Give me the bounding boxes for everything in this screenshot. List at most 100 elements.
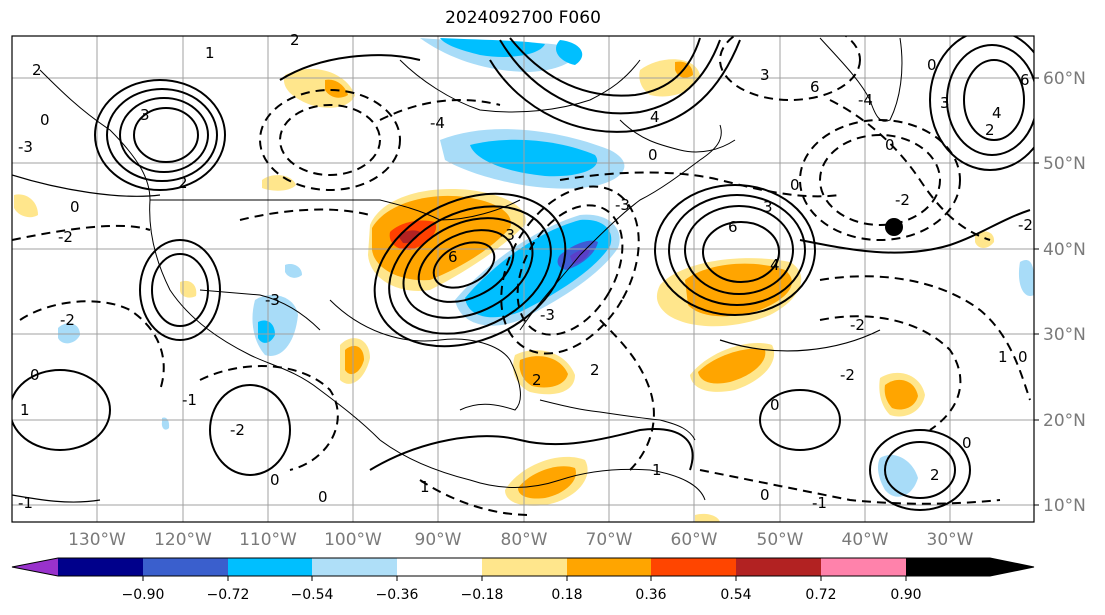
contour-high-atlantic-4 bbox=[702, 221, 780, 283]
contour-label: 4 bbox=[650, 108, 660, 126]
shade-blue-west-inner bbox=[258, 320, 275, 343]
contour-dash-9 bbox=[699, 469, 1001, 505]
tick-marks bbox=[1034, 77, 1039, 506]
colorbar-tick-label: −0.72 bbox=[207, 587, 250, 603]
contour-label: 2 bbox=[178, 174, 188, 192]
lat-label: 40°N bbox=[1043, 240, 1086, 260]
contour-north-line bbox=[279, 54, 421, 81]
contour-dash-11 bbox=[239, 208, 371, 221]
contour-label: -2 bbox=[60, 311, 75, 329]
contour-high-central-2 bbox=[388, 205, 552, 335]
lon-label: 60°W bbox=[671, 530, 718, 550]
colorbar-tick-label: −0.36 bbox=[376, 587, 419, 603]
contour-high-southeast-2 bbox=[884, 441, 956, 499]
contour-dash-1 bbox=[12, 224, 151, 241]
coast-hudson bbox=[399, 59, 641, 113]
shade-yellow-small3 bbox=[975, 231, 995, 248]
shade-yellow-small5 bbox=[695, 513, 720, 522]
coast-west bbox=[39, 69, 561, 488]
contour-high-west-1 bbox=[94, 79, 226, 191]
contour-high-west-4 bbox=[133, 107, 199, 163]
contour-label: 6 bbox=[728, 218, 738, 236]
colorbar-swatch bbox=[567, 558, 651, 576]
contour-high-northeast-2 bbox=[946, 44, 1034, 156]
contour-dash-low-mid bbox=[500, 185, 640, 355]
contour-label: 6 bbox=[810, 78, 820, 96]
contour-high-central-4 bbox=[417, 229, 515, 303]
contour-label: 6 bbox=[448, 248, 458, 266]
colorbar-swatch bbox=[312, 558, 397, 576]
shade-orange-central bbox=[372, 195, 511, 281]
shade-yellow-small1 bbox=[262, 175, 296, 191]
coast-greenland bbox=[819, 37, 903, 122]
shade-yellow-north1 bbox=[283, 68, 355, 108]
contour-dash-6 bbox=[819, 315, 962, 431]
lon-label: 30°W bbox=[927, 530, 974, 550]
lon-label: 100°W bbox=[324, 530, 382, 550]
contour-high-southwest-2 bbox=[151, 253, 209, 327]
coast-labrador bbox=[619, 119, 736, 153]
shaded-anomaly-field bbox=[14, 38, 1034, 522]
contour-high-central-1 bbox=[373, 192, 567, 348]
colorbar-tick-label: 0.18 bbox=[551, 587, 582, 603]
lon-label: 70°W bbox=[586, 530, 633, 550]
contour-label: 0 bbox=[30, 366, 40, 384]
lat-label: 50°N bbox=[1043, 154, 1086, 174]
colorbar-tick-label: 0.90 bbox=[890, 587, 921, 603]
contour-label: 6 bbox=[1020, 71, 1030, 89]
shade-orange-mexico bbox=[345, 345, 364, 375]
contour-label: 0 bbox=[1018, 348, 1028, 366]
contour-label: 4 bbox=[770, 256, 780, 274]
contour-dash-8 bbox=[829, 99, 991, 241]
lon-label: 50°W bbox=[757, 530, 804, 550]
shade-orange-atlantic bbox=[685, 263, 792, 317]
contour-label: 0 bbox=[962, 434, 972, 452]
contour-label: -2 bbox=[230, 421, 245, 439]
contour-high-atlantic-3 bbox=[684, 205, 794, 295]
contour-label: 0 bbox=[927, 56, 937, 74]
solid-contours bbox=[12, 36, 1034, 511]
contour-dash-3 bbox=[199, 365, 339, 471]
contour-north-arc-2 bbox=[499, 39, 721, 115]
lon-label: 130°W bbox=[68, 530, 126, 550]
colorbar-swatch bbox=[736, 558, 821, 576]
shade-orange-gulf bbox=[519, 356, 568, 388]
lat-label: 30°N bbox=[1043, 325, 1086, 345]
zero-line-1 bbox=[12, 174, 161, 197]
colorbar-swatch bbox=[821, 558, 906, 576]
contour-dash-7 bbox=[599, 319, 655, 471]
lon-label: 90°W bbox=[415, 530, 462, 550]
colorbar-tick-label: 0.54 bbox=[720, 587, 751, 603]
colorbar-swatch bbox=[397, 558, 482, 576]
contour-label: 2 bbox=[32, 61, 42, 79]
contour-label: 4 bbox=[992, 104, 1002, 122]
contour-label: 0 bbox=[648, 146, 658, 164]
shade-blue-small3 bbox=[1019, 259, 1034, 296]
contour-label: 0 bbox=[318, 488, 328, 506]
contour-label: 3 bbox=[140, 106, 150, 124]
contour-label: 0 bbox=[270, 471, 280, 489]
contour-high-northeast bbox=[929, 36, 1034, 171]
zero-line-2 bbox=[719, 329, 881, 352]
contour-high-northeast-3 bbox=[963, 59, 1025, 141]
contour-label: 3 bbox=[940, 94, 950, 112]
contour-label: -3 bbox=[500, 226, 515, 244]
contour-label: 2 bbox=[930, 466, 940, 484]
lat-label: 20°N bbox=[1043, 411, 1086, 431]
contour-label: -1 bbox=[812, 494, 827, 512]
contour-dash-low-east-2 bbox=[819, 134, 941, 226]
lat-label: 60°N bbox=[1043, 69, 1086, 89]
contour-label: 0 bbox=[770, 396, 780, 414]
coast-caribbean bbox=[539, 399, 696, 441]
longitude-labels: 130°W 120°W 110°W 100°W 90°W 80°W 70°W 6… bbox=[68, 530, 974, 550]
shade-blue-bay bbox=[555, 40, 583, 65]
shade-blue-north-inner bbox=[470, 139, 598, 177]
lon-label: 80°W bbox=[501, 530, 548, 550]
colorbar-tick-label: 0.72 bbox=[805, 587, 836, 603]
contour-label: 0 bbox=[760, 486, 770, 504]
contour-high-atlantic-2 bbox=[668, 194, 806, 306]
contour-label: 2 bbox=[290, 31, 300, 49]
contour-label: -4 bbox=[858, 91, 873, 109]
colorbar-tick-label: 0.36 bbox=[635, 587, 666, 603]
contour-dash-low-mid-2 bbox=[516, 204, 624, 336]
